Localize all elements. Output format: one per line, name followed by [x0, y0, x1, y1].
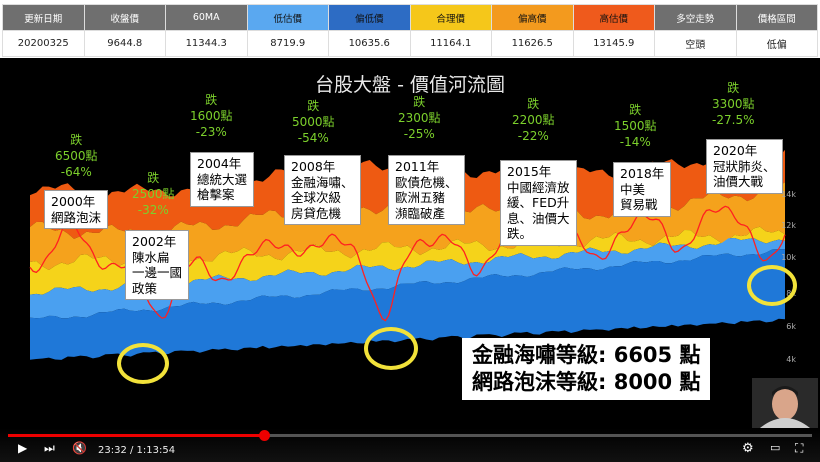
event-annotation: 2015年 中國經濟放 緩、FED升 息、油價大 跌。 — [500, 160, 577, 246]
drop-label: 跌 3300點 -27.5% — [712, 81, 755, 127]
drop-label: 跌 5000點 -54% — [292, 99, 335, 145]
table-cell: 11164.1 — [409, 30, 492, 57]
table-cell: 11344.3 — [165, 30, 248, 57]
progress-bar[interactable] — [8, 430, 812, 441]
valuation-header: 更新日期 收盤價 60MA 低估價 偏低價 合理價 偏高價 高估價 多空走勢 價格區間 20200… — [0, 0, 820, 58]
event-annotation: 2011年 歐債危機、 歐洲五豬 瀕臨破產 — [388, 155, 465, 225]
column-header: 高估價 — [572, 4, 655, 31]
column-header: 低估價 — [246, 4, 329, 31]
high-band — [30, 182, 785, 270]
valuation-table: 更新日期 收盤價 60MA 低估價 偏低價 合理價 偏高價 高估價 多空走勢 價格區間 20200… — [2, 4, 818, 57]
table-cell: 9644.8 — [83, 30, 166, 57]
table-row: 20200325 9644.8 11344.3 8719.9 10635.6 11164.… — [2, 30, 818, 57]
column-header: 偏高價 — [491, 4, 574, 31]
time-display: 23:32 / 1:13:54 — [98, 445, 176, 456]
play-icon[interactable]: ▶ — [18, 441, 28, 455]
table-cell: 空頭 — [654, 30, 737, 57]
y-tick-label: 6k — [786, 322, 796, 331]
progress-fill — [8, 434, 264, 437]
y-tick-label: 12k — [781, 221, 796, 230]
miniplayer-icon[interactable]: ▭ — [770, 441, 781, 454]
column-header: 價格區間 — [735, 4, 818, 31]
low-band — [30, 237, 785, 319]
highlight-circle — [747, 265, 797, 306]
table-cell: 11626.5 — [491, 30, 574, 57]
event-annotation: 2020年 冠狀肺炎、 油價大戰 — [706, 139, 783, 194]
volume-icon[interactable]: 🔇 — [72, 441, 87, 455]
table-cell: 8719.9 — [246, 30, 329, 57]
event-annotation: 2004年 總統大選 槍擊案 — [190, 152, 255, 207]
highlight-circle — [117, 343, 169, 384]
column-header: 收盤價 — [83, 4, 166, 31]
scrubber-handle[interactable] — [258, 430, 270, 441]
y-tick-label: 14k — [781, 190, 796, 199]
next-icon[interactable]: ⏭ — [44, 441, 55, 455]
drop-label: 跌 1500點 -14% — [614, 103, 657, 149]
event-annotation: 2018年 中美 貿易戰 — [613, 162, 672, 217]
undervalued-band — [30, 249, 785, 360]
column-header: 偏低價 — [328, 4, 411, 31]
event-annotation: 2008年 金融海嘯、 全球次級 房貸危機 — [284, 155, 361, 225]
y-tick-label: 10k — [781, 253, 796, 262]
table-cell: 13145.9 — [572, 30, 655, 57]
table-cell: 10635.6 — [328, 30, 411, 57]
event-annotation: 2002年 陳水扁 一邊一國 政策 — [125, 230, 190, 300]
fullscreen-icon[interactable]: ⛶ — [795, 441, 804, 455]
video-controls — [0, 428, 820, 462]
value-river-chart — [29, 147, 786, 360]
index-line — [29, 205, 786, 322]
column-header: 多空走勢 — [654, 4, 737, 31]
drop-label: 跌 2300點 -25% — [398, 95, 441, 141]
chart-title: 台股大盤 - 價值河流圖 — [315, 74, 505, 96]
event-annotation: 2000年 網路泡沫 — [44, 190, 109, 229]
presenter-webcam — [752, 378, 818, 428]
drop-label: 跌 2200點 -22% — [512, 97, 555, 143]
table-cell: 20200325 — [2, 30, 85, 57]
drop-label: 跌 6500點 -64% — [55, 133, 98, 179]
highlight-circle — [364, 327, 418, 370]
settings-icon[interactable]: ⚙ — [742, 441, 754, 456]
drop-label: 跌 2500點 -32% — [132, 171, 175, 217]
drop-label: 跌 1600點 -23% — [190, 93, 233, 139]
summary-box: 金融海嘯等級: 6605 點 網路泡沫等級: 8000 點 — [462, 338, 711, 400]
column-header: 合理價 — [409, 4, 492, 31]
y-tick-label: 4k — [786, 355, 796, 364]
column-header: 60MA — [165, 4, 248, 31]
table-cell: 低偏 — [735, 30, 818, 57]
table-header-row: 更新日期 收盤價 60MA 低估價 偏低價 合理價 偏高價 高估價 多空走勢 價格區間 — [2, 4, 818, 31]
fair-band — [30, 226, 785, 295]
column-header: 更新日期 — [2, 4, 85, 31]
